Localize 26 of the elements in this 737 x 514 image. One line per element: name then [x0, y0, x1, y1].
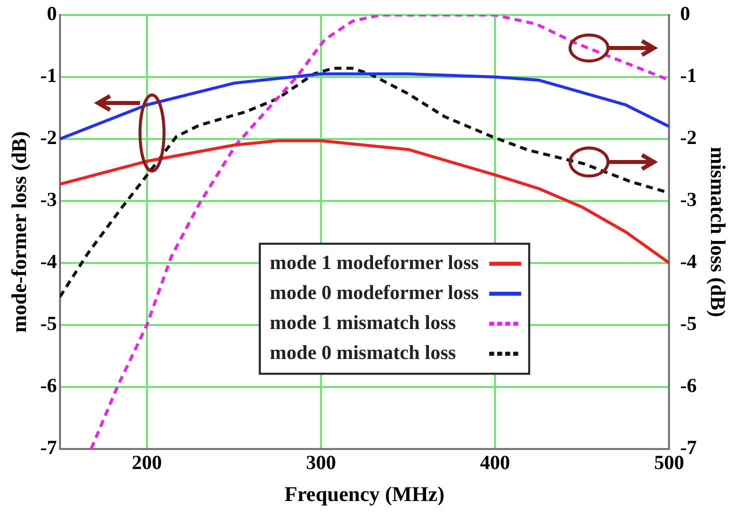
- y-tick-label: 0: [46, 3, 57, 26]
- x-tick-label: 400: [480, 452, 510, 474]
- x-tick-label: 300: [306, 452, 336, 474]
- y-tick-label: -3: [40, 189, 57, 212]
- y2-axis-title: mismatch loss (dB): [706, 146, 730, 318]
- x-axis-title: Frequency (MHz): [284, 482, 444, 506]
- x-tick-label: 200: [132, 452, 162, 474]
- y2-tick-label: -2: [680, 127, 697, 150]
- legend-label: mode 1 mismatch loss: [270, 312, 456, 334]
- legend-label: mode 1 modeformer loss: [270, 252, 480, 274]
- y-tick-label: -4: [40, 251, 57, 274]
- y-tick-label: -7: [40, 436, 57, 459]
- x-tick-label: 500: [654, 452, 684, 474]
- y2-tick-label: -5: [680, 313, 697, 336]
- legend-label: mode 0 modeformer loss: [270, 282, 480, 304]
- y-axis-title: mode-former loss (dB): [7, 131, 32, 333]
- y-tick-label: -6: [40, 375, 57, 397]
- y2-tick-label: 0: [680, 3, 690, 26]
- legend-label: mode 0 mismatch loss: [270, 342, 456, 364]
- y-tick-label: -2: [40, 127, 57, 150]
- y2-tick-label: -1: [680, 65, 697, 88]
- y2-tick-label: -6: [680, 375, 697, 397]
- y2-tick-label: -4: [680, 251, 697, 274]
- y2-tick-label: -3: [680, 189, 697, 212]
- y-tick-label: -1: [40, 65, 57, 88]
- y-tick-label: -5: [40, 313, 57, 336]
